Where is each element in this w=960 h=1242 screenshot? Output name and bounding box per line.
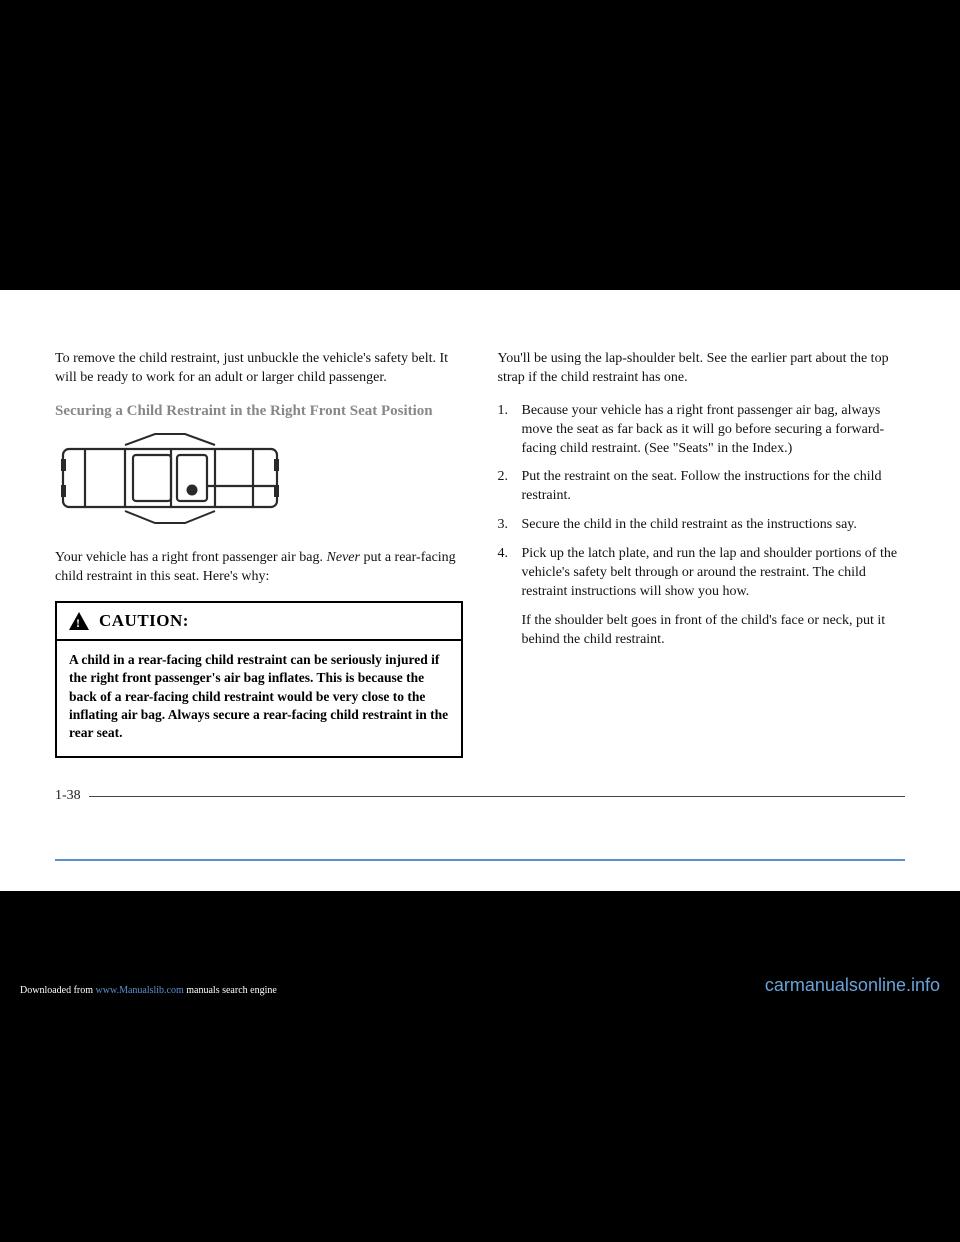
para2-lead: Your vehicle has a right front passenger… (55, 550, 327, 565)
para2-never: Never (327, 550, 360, 565)
step-1: Because your vehicle has a right front p… (498, 402, 906, 459)
right-column: You'll be using the lap-shoulder belt. S… (498, 350, 906, 770)
horizontal-rule (89, 796, 905, 797)
securing-heading: Securing a Child Restraint in the Right … (55, 402, 463, 422)
dl-link[interactable]: www.Manualslib.com (96, 985, 184, 996)
step-3: Secure the child in the child restraint … (498, 516, 906, 535)
lap-shoulder-intro: You'll be using the lap-shoulder belt. S… (498, 350, 906, 388)
left-column: To remove the child restraint, just unbu… (55, 350, 463, 770)
page-number: 1-38 (55, 788, 81, 804)
caution-box: CAUTION: A child in a rear-facing child … (55, 601, 463, 758)
car-top-view-diagram (55, 431, 463, 531)
step-2: Put the restraint on the seat. Follow th… (498, 468, 906, 506)
steps-list: Because your vehicle has a right front p… (498, 402, 906, 602)
remove-restraint-paragraph: To remove the child restraint, just unbu… (55, 350, 463, 388)
airbag-warning-paragraph: Your vehicle has a right front passenger… (55, 549, 463, 587)
dl-suffix: manuals search engine (184, 985, 277, 996)
watermark-text: carmanualsonline.info (765, 975, 940, 996)
dl-prefix: Downloaded from (20, 985, 96, 996)
download-attribution: Downloaded from www.Manualslib.com manua… (20, 985, 277, 996)
caution-body-text: A child in a rear-facing child restraint… (57, 641, 461, 756)
page-number-row: 1-38 (55, 788, 905, 804)
step-4: Pick up the latch plate, and run the lap… (498, 545, 906, 602)
caution-label: CAUTION: (99, 611, 189, 631)
two-column-content: To remove the child restraint, just unbu… (55, 350, 905, 770)
warning-triangle-icon (69, 612, 89, 630)
shoulder-belt-note: If the shoulder belt goes in front of th… (498, 612, 906, 650)
bottom-black-band: Downloaded from www.Manualslib.com manua… (0, 891, 960, 1056)
top-black-band (0, 0, 960, 290)
caution-header: CAUTION: (57, 603, 461, 641)
blue-separator (55, 859, 905, 861)
document-page: To remove the child restraint, just unbu… (0, 290, 960, 891)
